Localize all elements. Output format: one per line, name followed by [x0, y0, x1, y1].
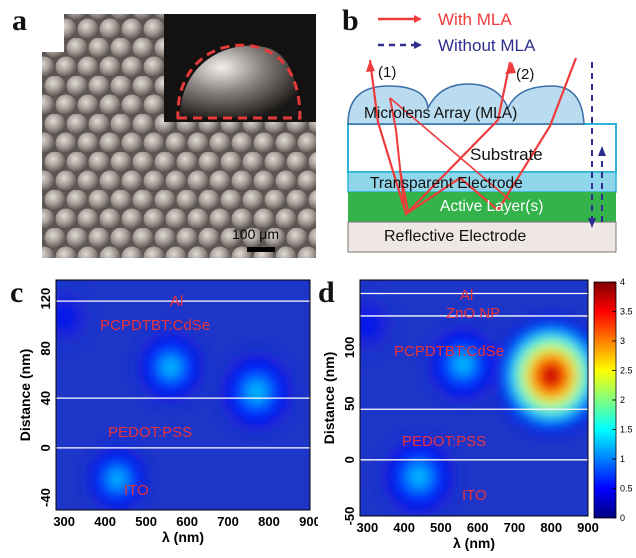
x-tick-label: 700	[217, 514, 239, 529]
panel-letter-d: d	[318, 276, 335, 309]
x-tick-label: 500	[430, 520, 452, 535]
x-tick-label: 700	[504, 520, 526, 535]
layer-label: PCPDTBT:CdSe	[394, 343, 504, 360]
colorbar-tick-label: 3	[620, 336, 625, 346]
mla-layer-label: Microlens Array (MLA)	[364, 105, 518, 122]
x-tick-label: 900	[577, 520, 599, 535]
panel-letter-c: c	[10, 276, 24, 309]
single-microlens-dome	[180, 45, 299, 118]
y-tick-label: 0	[342, 456, 357, 463]
y-tick-label: -40	[38, 488, 53, 507]
x-tick-label: 300	[357, 520, 379, 535]
x-tick-label: 800	[258, 514, 280, 529]
x-tick-label: 600	[467, 520, 489, 535]
heatmap-hotspot	[360, 285, 403, 365]
heatmap-hotspot	[211, 343, 302, 441]
reflective-electrode-layer	[347, 221, 617, 253]
heatmap-hotspot	[420, 317, 506, 412]
panel-letter-a: a	[12, 4, 27, 37]
layer-label: Al	[170, 293, 183, 310]
scale-bar	[247, 247, 275, 252]
plot-frame	[359, 279, 589, 517]
x-tick-label: 400	[94, 514, 116, 529]
y-tick-label: 50	[342, 396, 357, 410]
sem-image-panel	[42, 14, 316, 258]
device-schematic	[347, 15, 617, 253]
substrate-label: Substrate	[470, 145, 543, 164]
heatmap-hotspot	[56, 280, 99, 356]
layer-label: PEDOT:PSS	[402, 433, 486, 450]
ray-1-with-mla	[368, 57, 578, 216]
layer-label: ZnO NP	[446, 305, 500, 322]
colorbar-tick-label: 0	[620, 513, 625, 523]
x-tick-label: 500	[135, 514, 157, 529]
y-tick-label: 80	[38, 341, 53, 355]
dome-outline-dashed	[176, 43, 302, 120]
colorbar-tick-label: 3.5	[620, 307, 633, 317]
plot-frame	[55, 279, 311, 511]
panel-letter-b: b	[342, 4, 359, 37]
x-axis-label: λ (nm)	[162, 529, 204, 545]
heatmap-hotspot	[129, 322, 212, 413]
y-axis-label: Distance (nm)	[321, 352, 337, 445]
microlens-array-layer	[347, 83, 585, 125]
legend-label-without-mla: Without MLA	[438, 36, 536, 55]
scale-bar-label: 100 μm	[232, 226, 279, 242]
reflective-electrode-label: Reflective Electrode	[384, 228, 527, 245]
colorbar-tick-label: 1	[620, 454, 625, 464]
x-tick-label: 800	[540, 520, 562, 535]
y-tick-label: 120	[38, 288, 53, 310]
heatmap-hotspot	[374, 427, 464, 516]
heatmap-hotspot	[80, 437, 155, 510]
y-tick-label: 40	[38, 391, 53, 405]
substrate-layer	[347, 123, 617, 173]
y-tick-label: 0	[38, 444, 53, 451]
y-tick-label: 100	[342, 337, 357, 359]
ray-label-1: (1)	[378, 64, 397, 81]
colorbar-tick-label: 0.5	[620, 484, 633, 494]
layer-label: ITO	[124, 482, 149, 499]
legend-label-with-mla: With MLA	[438, 10, 512, 29]
y-axis-label: Distance (nm)	[17, 349, 33, 442]
x-axis-label: λ (nm)	[453, 535, 495, 551]
ray-label-2: (2)	[516, 66, 535, 83]
layer-label: Al	[460, 287, 473, 304]
colorbar-tick-label: 1.5	[620, 425, 633, 435]
layer-label: ITO	[462, 487, 487, 504]
active-layer-label: Active Layer(s)	[440, 198, 544, 215]
layer-label: PCPDTBT:CdSe	[100, 317, 210, 334]
heatmap-hotspot	[491, 311, 588, 440]
colorbar-tick-label: 2.5	[620, 366, 633, 376]
x-tick-label: 600	[176, 514, 198, 529]
x-tick-label: 300	[53, 514, 75, 529]
transparent-electrode-label: Transparent Electrode	[370, 175, 523, 192]
x-tick-label: 900	[299, 514, 318, 529]
y-tick-label: -50	[342, 507, 357, 526]
x-tick-label: 400	[393, 520, 415, 535]
colorbar-tick-label: 2	[620, 395, 625, 405]
colorbar-tick-label: 4	[620, 277, 625, 287]
layer-label: PEDOT:PSS	[108, 424, 192, 441]
ray-2-with-mla	[398, 61, 512, 215]
